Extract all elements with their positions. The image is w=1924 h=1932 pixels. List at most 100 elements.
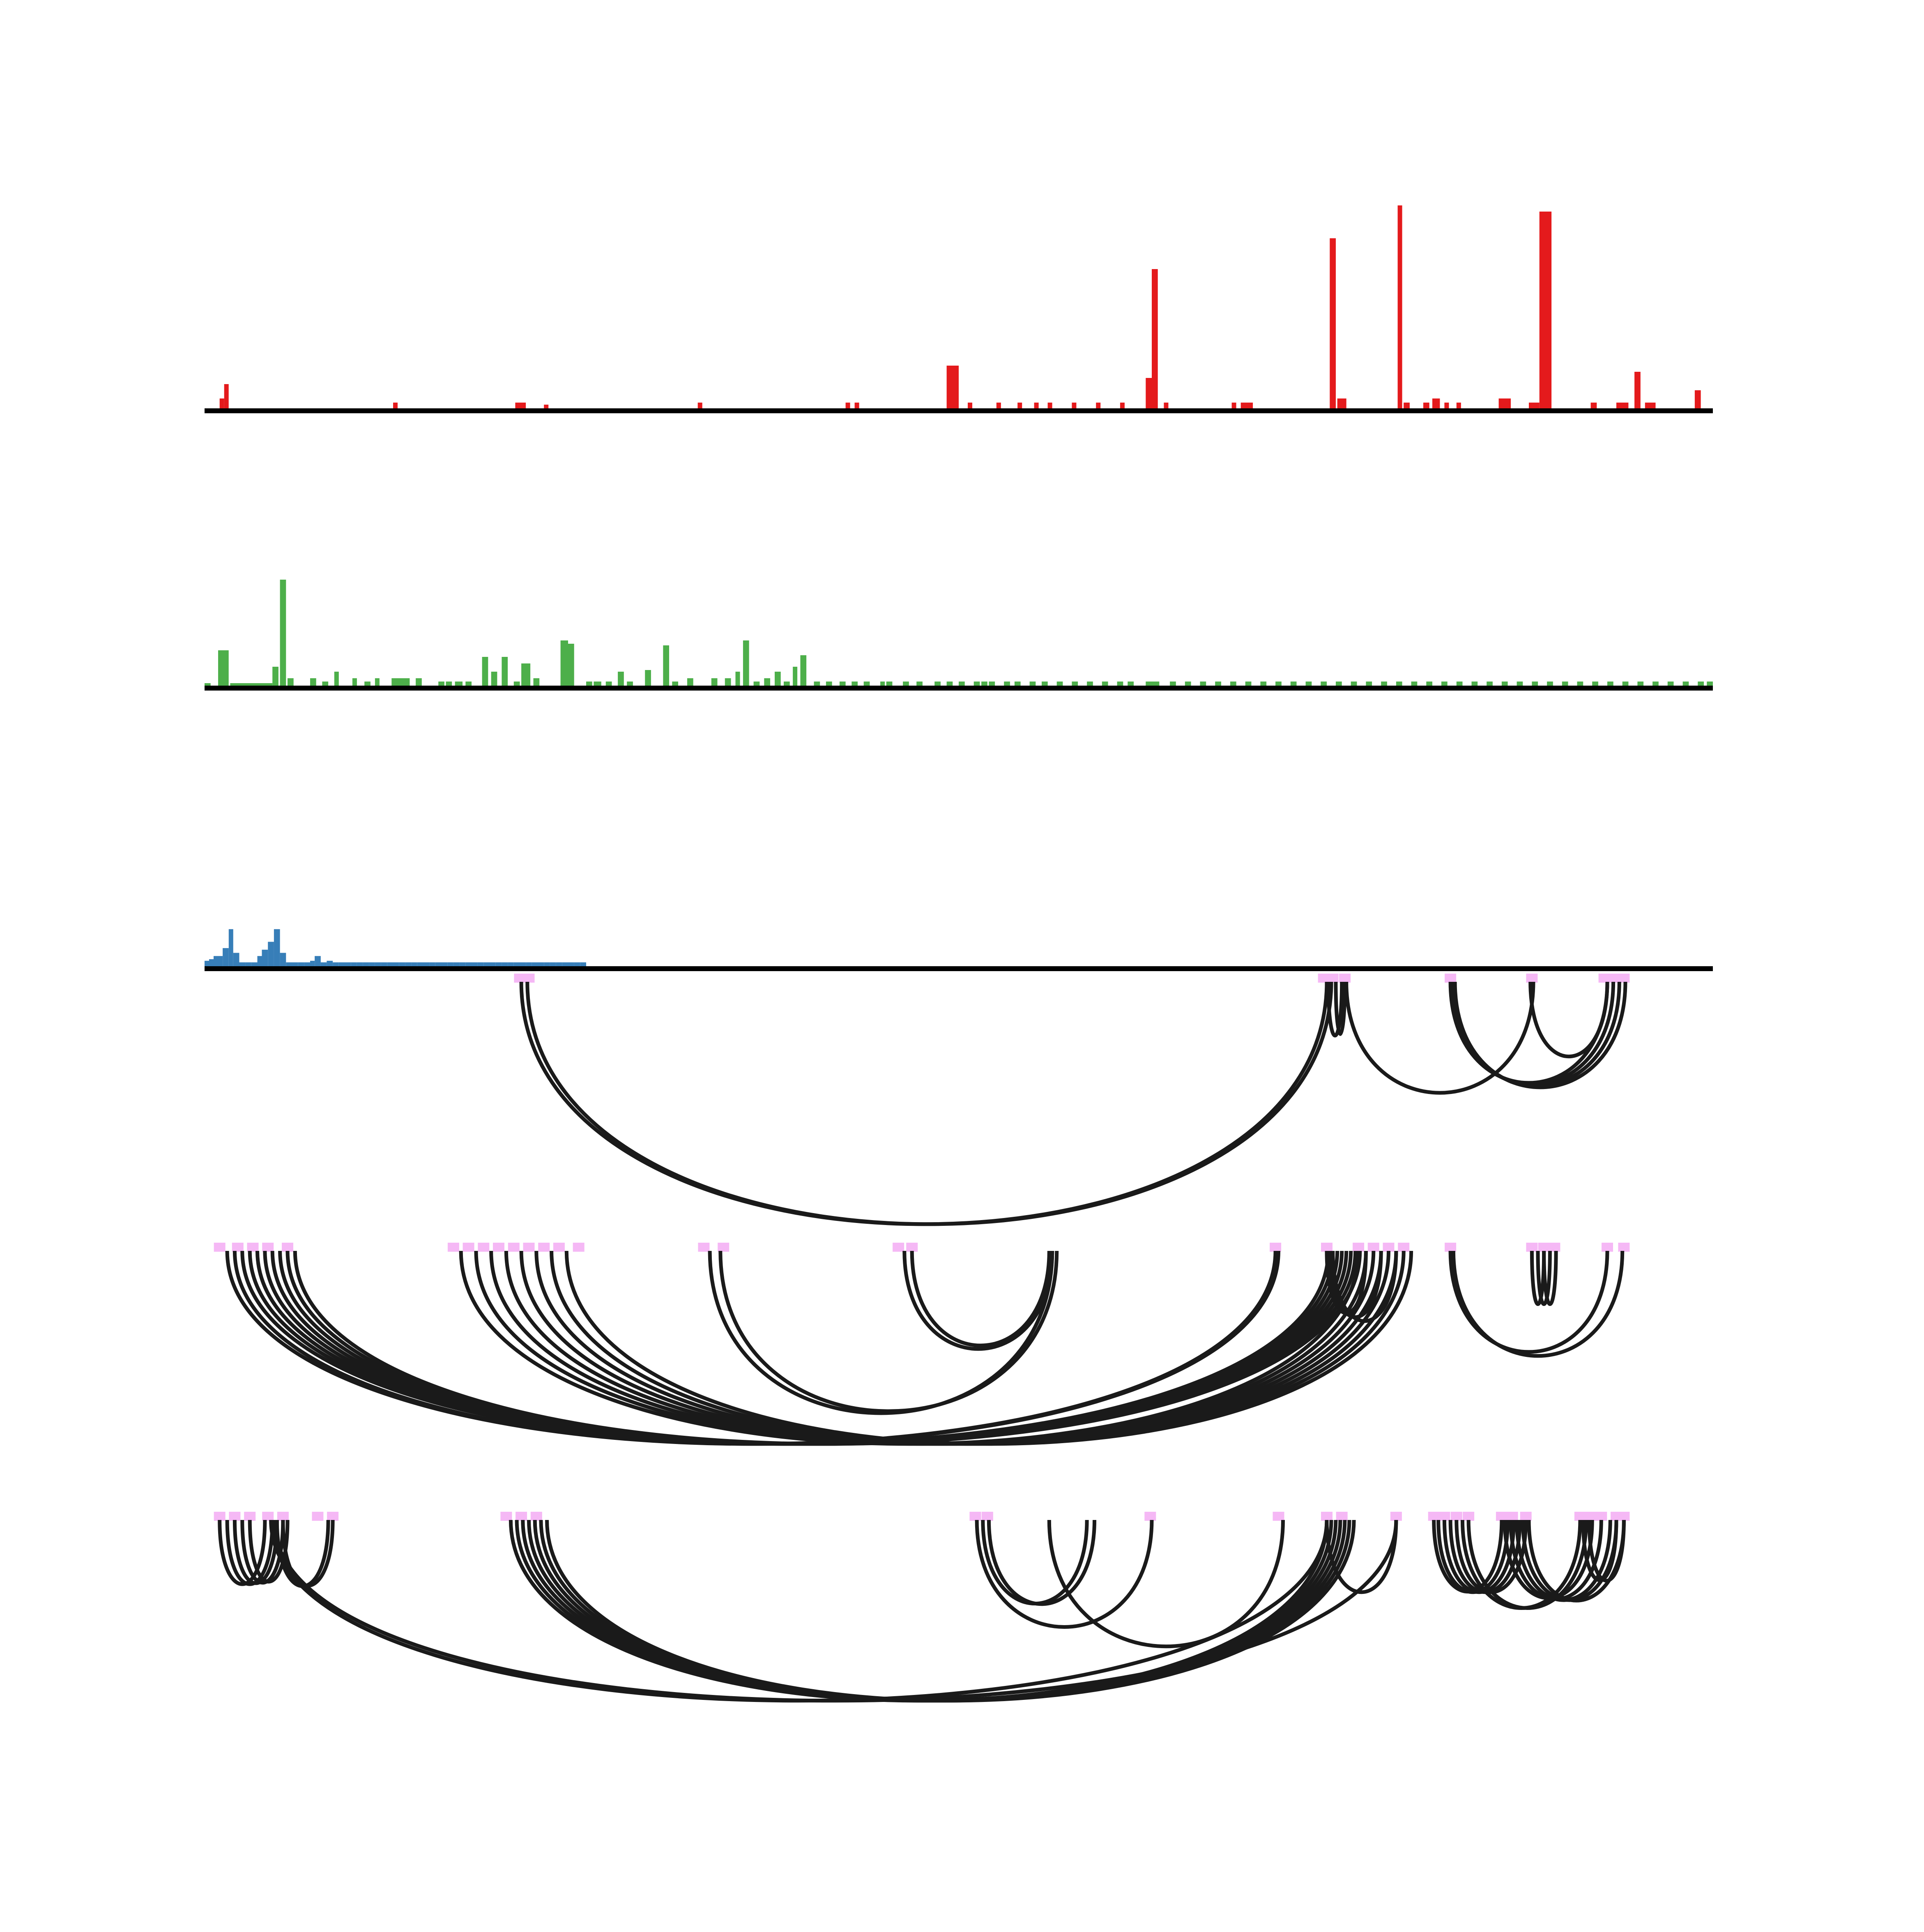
bar-3-2: [214, 956, 218, 969]
bar-tracks: [205, 205, 1713, 971]
link-anchor-2-18: [1270, 1243, 1282, 1252]
bar-3-20: [315, 956, 321, 969]
link-arc-1-1: [525, 981, 1333, 1226]
link-anchor-2-24: [1445, 1243, 1457, 1252]
bar-1-2: [393, 403, 398, 411]
link-anchor-3-4: [277, 1512, 289, 1521]
bar-2-9: [352, 678, 357, 688]
link-anchor-2-27: [1549, 1243, 1560, 1252]
bar-1-20: [1231, 403, 1236, 411]
link-anchor-3-28: [1618, 1512, 1630, 1521]
bar-track-3: [205, 929, 1713, 971]
link-arc-1-4: [1344, 981, 1535, 1095]
link-anchor-1-5: [1445, 974, 1457, 983]
link-anchor-3-18: [1438, 1512, 1450, 1521]
bar-track-2: [205, 580, 1713, 691]
link-arc-1-2: [1326, 981, 1344, 1038]
bar-2-37: [735, 672, 740, 688]
link-arc-2-26: [1451, 1250, 1625, 1358]
link-anchor-1-0: [514, 974, 526, 983]
bar-2-38: [743, 640, 749, 688]
bar-3-3: [218, 956, 223, 969]
link-arc-3-0: [218, 1520, 267, 1586]
bar-1-19: [1164, 403, 1169, 411]
bar-1-10: [996, 403, 1001, 411]
bar-1-35: [1634, 372, 1641, 411]
link-arc-2-28: [1536, 1250, 1552, 1306]
link-anchor-3-2: [244, 1512, 256, 1521]
bar-3-10: [257, 956, 262, 969]
link-arc-1-8: [1453, 981, 1627, 1089]
bar-2-24: [560, 640, 568, 688]
link-anchor-2-26: [1538, 1243, 1550, 1252]
link-arc-3-34: [1587, 1520, 1626, 1583]
link-track-3: [214, 1512, 1630, 1703]
bar-2-50: [880, 682, 885, 688]
link-anchor-2-12: [553, 1243, 565, 1252]
bar-3-13: [274, 929, 280, 969]
link-arc-2-19: [718, 1250, 1059, 1413]
link-anchor-2-1: [232, 1243, 244, 1252]
link-arc-2-17: [564, 1250, 1413, 1446]
link-anchor-3-22: [1506, 1512, 1518, 1521]
link-anchor-3-8: [516, 1512, 527, 1521]
bar-1-18: [1152, 269, 1158, 411]
link-arc-2-29: [1542, 1250, 1558, 1306]
link-anchor-3-7: [500, 1512, 512, 1521]
link-arc-3-33: [1581, 1520, 1618, 1582]
link-anchor-2-11: [538, 1243, 550, 1252]
bar-1-0: [219, 398, 224, 411]
link-anchor-3-24: [1574, 1512, 1586, 1521]
link-anchor-1-4: [1339, 974, 1351, 983]
link-anchor-2-29: [1618, 1243, 1630, 1252]
link-anchor-2-9: [508, 1243, 520, 1252]
link-anchor-2-23: [1398, 1243, 1410, 1252]
link-anchor-2-6: [463, 1243, 474, 1252]
bar-2-25: [568, 644, 574, 688]
bar-2-43: [793, 667, 798, 688]
link-anchor-2-2: [247, 1243, 259, 1252]
link-anchor-3-9: [530, 1512, 542, 1521]
link-anchor-2-4: [282, 1243, 293, 1252]
link-anchor-3-14: [1321, 1512, 1333, 1521]
link-anchor-2-25: [1526, 1243, 1538, 1252]
link-anchor-2-13: [573, 1243, 585, 1252]
link-arc-3-20: [1325, 1520, 1398, 1594]
bar-3-6: [233, 953, 239, 969]
link-anchor-3-19: [1450, 1512, 1462, 1521]
link-anchor-3-11: [981, 1512, 993, 1521]
link-track-1: [514, 974, 1630, 1226]
link-anchor-3-1: [229, 1512, 241, 1521]
link-anchor-3-23: [1520, 1512, 1532, 1521]
link-anchor-1-8: [1607, 974, 1619, 983]
link-anchor-3-20: [1463, 1512, 1475, 1521]
link-anchor-2-22: [1383, 1243, 1395, 1252]
bar-1-8: [946, 366, 959, 411]
bar-3-5: [228, 929, 233, 969]
link-anchor-2-20: [1353, 1243, 1365, 1252]
bar-1-37: [1694, 390, 1701, 411]
bar-3-0: [205, 960, 209, 969]
bar-3-1: [209, 959, 214, 969]
link-anchor-3-0: [214, 1512, 226, 1521]
link-anchor-1-1: [523, 974, 535, 983]
bar-1-17: [1146, 378, 1152, 411]
bar-1-29: [1456, 403, 1461, 411]
link-anchor-3-26: [1595, 1512, 1607, 1521]
link-anchor-2-21: [1367, 1243, 1379, 1252]
link-anchor-3-21: [1496, 1512, 1507, 1521]
bar-1-32: [1539, 212, 1552, 411]
bar-1-23: [1337, 398, 1346, 411]
bar-2-41: [775, 672, 781, 688]
link-arc-3-18: [987, 1520, 1096, 1606]
bar-2-3: [272, 667, 278, 688]
link-anchor-3-13: [1273, 1512, 1284, 1521]
link-anchor-2-10: [523, 1243, 535, 1252]
bar-3-11: [262, 949, 268, 969]
link-arc-1-9: [1528, 981, 1609, 1059]
link-anchor-3-3: [262, 1512, 274, 1521]
link-anchor-1-7: [1598, 974, 1610, 983]
link-anchor-2-14: [698, 1243, 710, 1252]
link-anchor-3-12: [1144, 1512, 1156, 1521]
link-anchor-3-16: [1390, 1512, 1402, 1521]
